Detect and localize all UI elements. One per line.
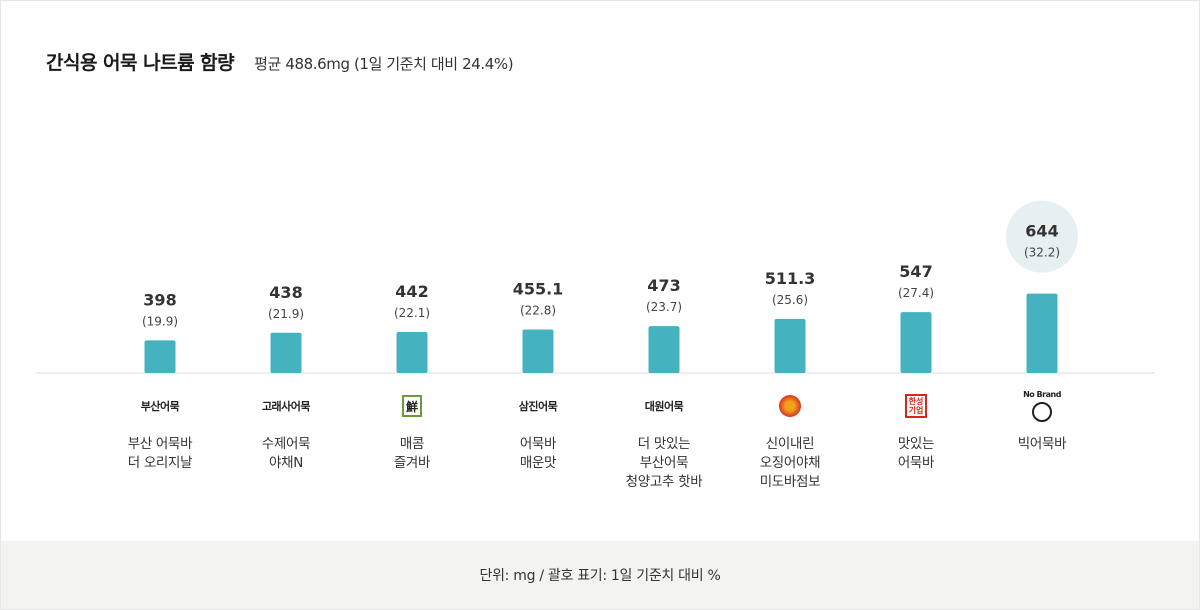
value-label-6: 511.3 <box>765 269 816 288</box>
bar-8 <box>1026 293 1058 373</box>
bar-7 <box>900 312 932 373</box>
busan-eomuk-logo: 부산어묵 <box>100 386 220 426</box>
category-label-2: 수제어묵 야채N <box>261 436 311 471</box>
bar-chart: 398 (19.9) 438 (21.9) 442 (22.1) 455.1 (22.8) 47… <box>36 200 1155 374</box>
percent-label-7: (27.4) <box>898 286 934 300</box>
bar-6 <box>774 318 806 373</box>
footer-note: 단위: mg / 괄호 표기: 1일 기준치 대비 % <box>479 568 721 584</box>
bar-1 <box>144 340 176 373</box>
daewon-logo: 대원어묵 <box>604 386 724 426</box>
percent-label-6: (25.6) <box>772 293 808 307</box>
value-label-7: 547 <box>899 262 932 281</box>
brand-logo-text: 대원어묵 <box>644 400 684 413</box>
value-label-3: 442 <box>395 282 428 301</box>
bar-3 <box>396 332 428 373</box>
value-label-1: 398 <box>143 290 176 309</box>
value-label-4: 455.1 <box>513 280 564 299</box>
category-label-7: 맛있는 어묵바 <box>897 436 935 471</box>
footer-bar: 단위: mg / 괄호 표기: 1일 기준치 대비 % <box>1 541 1199 609</box>
daerimseon-logo: 鮮 <box>352 386 472 426</box>
percent-label-2: (21.9) <box>268 307 304 321</box>
percent-label-3: (22.1) <box>394 306 430 320</box>
brand-logo-text: 고래사어묵 <box>261 400 311 413</box>
value-label-5: 473 <box>647 276 680 295</box>
value-label-2: 438 <box>269 283 302 302</box>
percent-label-4: (22.8) <box>520 304 556 318</box>
highlight-circle <box>1006 200 1078 273</box>
hansung-logo: 한성기업 <box>856 386 976 426</box>
category-label-5: 더 맛있는 부산어묵 청양고추 핫바 <box>625 436 703 490</box>
chart-title: 간식용 어묵 나트륨 함량 <box>46 52 235 74</box>
brand-logo-text: 삼진어묵 <box>518 400 558 413</box>
brand-logo-text: No Brand <box>1023 390 1061 399</box>
percent-label-5: (23.7) <box>646 300 682 314</box>
chart-subtitle: 평균 488.6mg (1일 기준치 대비 24.4%) <box>254 55 514 73</box>
seal-logo <box>730 386 850 426</box>
bar-4 <box>522 329 554 373</box>
category-label-4: 어묵바 매운맛 <box>519 436 557 471</box>
nobrand-logo: No Brand <box>982 386 1102 426</box>
value-label-8: 644 <box>1025 222 1058 241</box>
bar-5 <box>648 326 680 373</box>
category-label-1: 부산 어묵바 더 오리지날 <box>127 436 193 471</box>
bar-2 <box>270 332 302 373</box>
brand-logo-text: 부산어묵 <box>140 400 180 413</box>
percent-label-1: (19.9) <box>142 314 178 328</box>
category-label-6: 신이내린 오징어야채 미도바점보 <box>759 436 821 490</box>
samjin-logo: 삼진어묵 <box>478 386 598 426</box>
brand-logo-text: 한성기업 <box>905 394 927 418</box>
category-label-3: 매콤 즐겨바 <box>393 436 431 471</box>
percent-label-8: (32.2) <box>1024 246 1060 260</box>
chart-header: 간식용 어묵 나트륨 함량 평균 488.6mg (1일 기준치 대비 24.4… <box>46 48 514 75</box>
goraesa-logo: 고래사어묵 <box>226 386 346 426</box>
category-label-8: 빅어묵바 <box>1017 436 1067 452</box>
